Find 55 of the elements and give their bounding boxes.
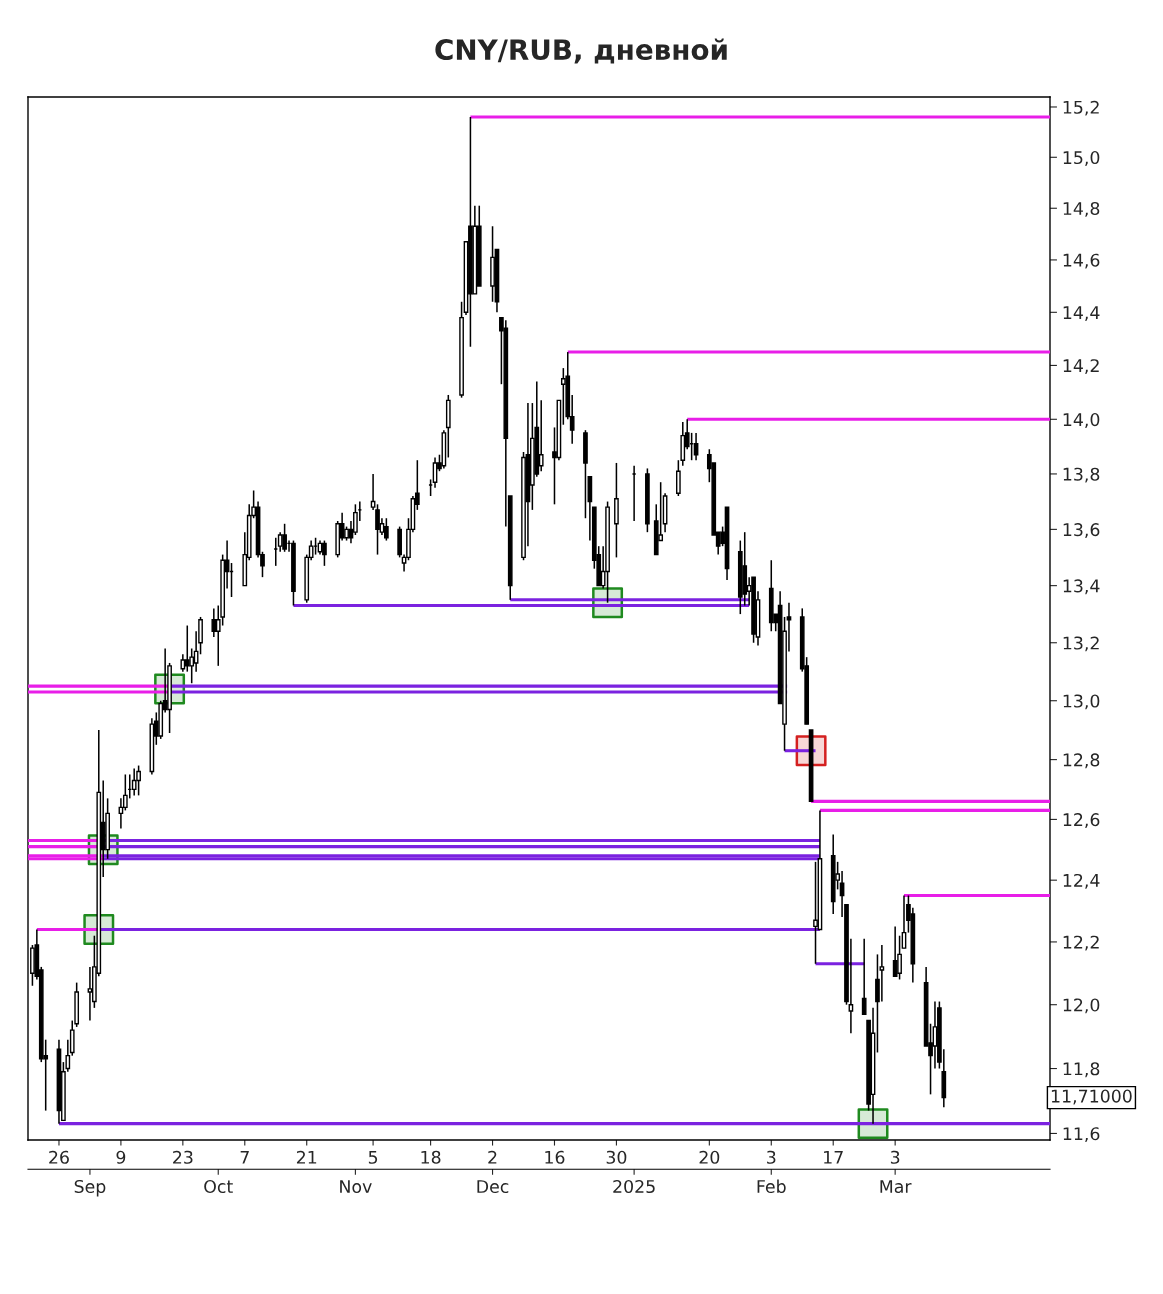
y-tick-label: 15,0	[1063, 150, 1100, 166]
candlestick	[892, 925, 898, 978]
y-tick-label: 14,4	[1063, 306, 1100, 321]
x-tick-label: 16	[545, 1150, 565, 1164]
x-tick-label: 3	[767, 1150, 776, 1164]
y-tick-label: 13,6	[1063, 523, 1100, 538]
chart-title: CNY/RUB, дневной	[435, 38, 727, 64]
y-tick-label: 11,8	[1063, 1062, 1100, 1078]
candlestick	[322, 539, 327, 567]
x-tick-label: 23	[173, 1150, 193, 1164]
x2-tick-label: Oct	[204, 1179, 233, 1194]
candlestick	[384, 517, 389, 542]
x2-tick-label: Dec	[477, 1180, 509, 1194]
candlestick	[879, 944, 885, 1003]
x-tick-label: 21	[296, 1150, 317, 1164]
y-tick-label: 13,2	[1063, 636, 1099, 652]
x-tick-label: 30	[606, 1150, 627, 1164]
y-tick-label: 14,0	[1063, 413, 1100, 428]
y-tick-label: 12,8	[1063, 753, 1100, 769]
x-tick-label: 20	[699, 1150, 720, 1164]
y-tick-label: 14,6	[1063, 253, 1100, 269]
y-tick-label: 12,4	[1063, 873, 1100, 889]
x2-tick-label: Mar	[880, 1180, 912, 1194]
x-tick-label: 5	[368, 1150, 378, 1164]
candlestick	[813, 861, 818, 965]
y-tick-label: 13,0	[1063, 694, 1100, 710]
x-tick-label: 3	[890, 1150, 900, 1164]
x-tick-label: 18	[421, 1150, 441, 1164]
candlestick	[538, 399, 544, 472]
x2-tick-label: Sep	[74, 1179, 106, 1197]
x2-tick-label: Nov	[340, 1180, 372, 1194]
y-tick-label: 13,4	[1063, 579, 1100, 595]
candlestick	[211, 607, 217, 638]
y-tick-label: 15,2	[1063, 100, 1099, 116]
candlestick	[131, 767, 137, 797]
text: 11,71000	[1051, 1089, 1132, 1105]
candlestick	[87, 966, 93, 1022]
x-tick-label: 17	[824, 1150, 843, 1164]
x-tick-label: 7	[240, 1150, 249, 1164]
y-tick-label: 12,2	[1063, 935, 1099, 951]
candlestick	[282, 523, 287, 553]
x-tick-label: 26	[49, 1150, 69, 1164]
y-tick-label: 14,2	[1063, 359, 1099, 375]
candlestick	[560, 367, 566, 426]
y-tick-label: 11,6	[1063, 1127, 1100, 1143]
y-tick-label: 12,0	[1063, 998, 1100, 1014]
x-tick-label: 9	[116, 1150, 126, 1164]
y-tick-label: 13,8	[1063, 467, 1100, 483]
y-tick-label: 14,8	[1063, 201, 1100, 217]
candlestick	[861, 938, 867, 1015]
x2-tick-label: Feb	[757, 1179, 786, 1194]
x-tick-label: 2	[488, 1150, 497, 1164]
x2-tick-label: 2025	[613, 1179, 655, 1194]
y-tick-label: 12,6	[1063, 813, 1100, 829]
candlestick	[136, 764, 141, 797]
